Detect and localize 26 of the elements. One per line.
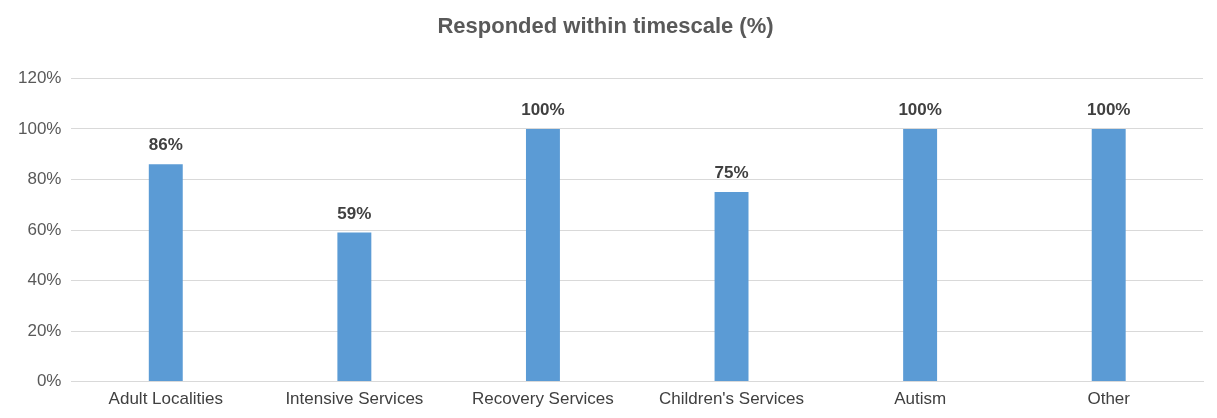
y-tick-label: 100% bbox=[18, 118, 62, 138]
y-tick-label: 0% bbox=[36, 371, 62, 391]
y-tick-label: 120% bbox=[18, 68, 62, 88]
data-label: 86% bbox=[148, 135, 183, 155]
bar bbox=[148, 164, 183, 382]
x-tick-label: Adult Localities bbox=[108, 389, 223, 409]
y-tick-label: 60% bbox=[27, 219, 62, 239]
data-label: 75% bbox=[714, 163, 749, 183]
data-label: 100% bbox=[521, 100, 565, 120]
chart-title: Responded within timescale (%) bbox=[437, 13, 774, 39]
bar bbox=[1091, 128, 1126, 382]
bar bbox=[903, 128, 938, 382]
x-tick-label: Recovery Services bbox=[472, 389, 614, 409]
y-tick-label: 80% bbox=[27, 169, 62, 189]
x-tick-label: Autism bbox=[894, 389, 947, 409]
x-tick-label: Intensive Services bbox=[285, 389, 424, 409]
bar bbox=[525, 128, 560, 382]
data-label: 59% bbox=[337, 203, 372, 223]
y-tick-label: 40% bbox=[27, 270, 62, 290]
data-label: 100% bbox=[898, 100, 942, 120]
bar bbox=[337, 232, 372, 382]
x-tick-label: Other bbox=[1087, 389, 1131, 409]
bar bbox=[714, 192, 749, 382]
x-tick-label: Children's Services bbox=[659, 389, 805, 409]
data-label: 100% bbox=[1086, 100, 1131, 120]
y-tick-label: 20% bbox=[27, 320, 62, 340]
